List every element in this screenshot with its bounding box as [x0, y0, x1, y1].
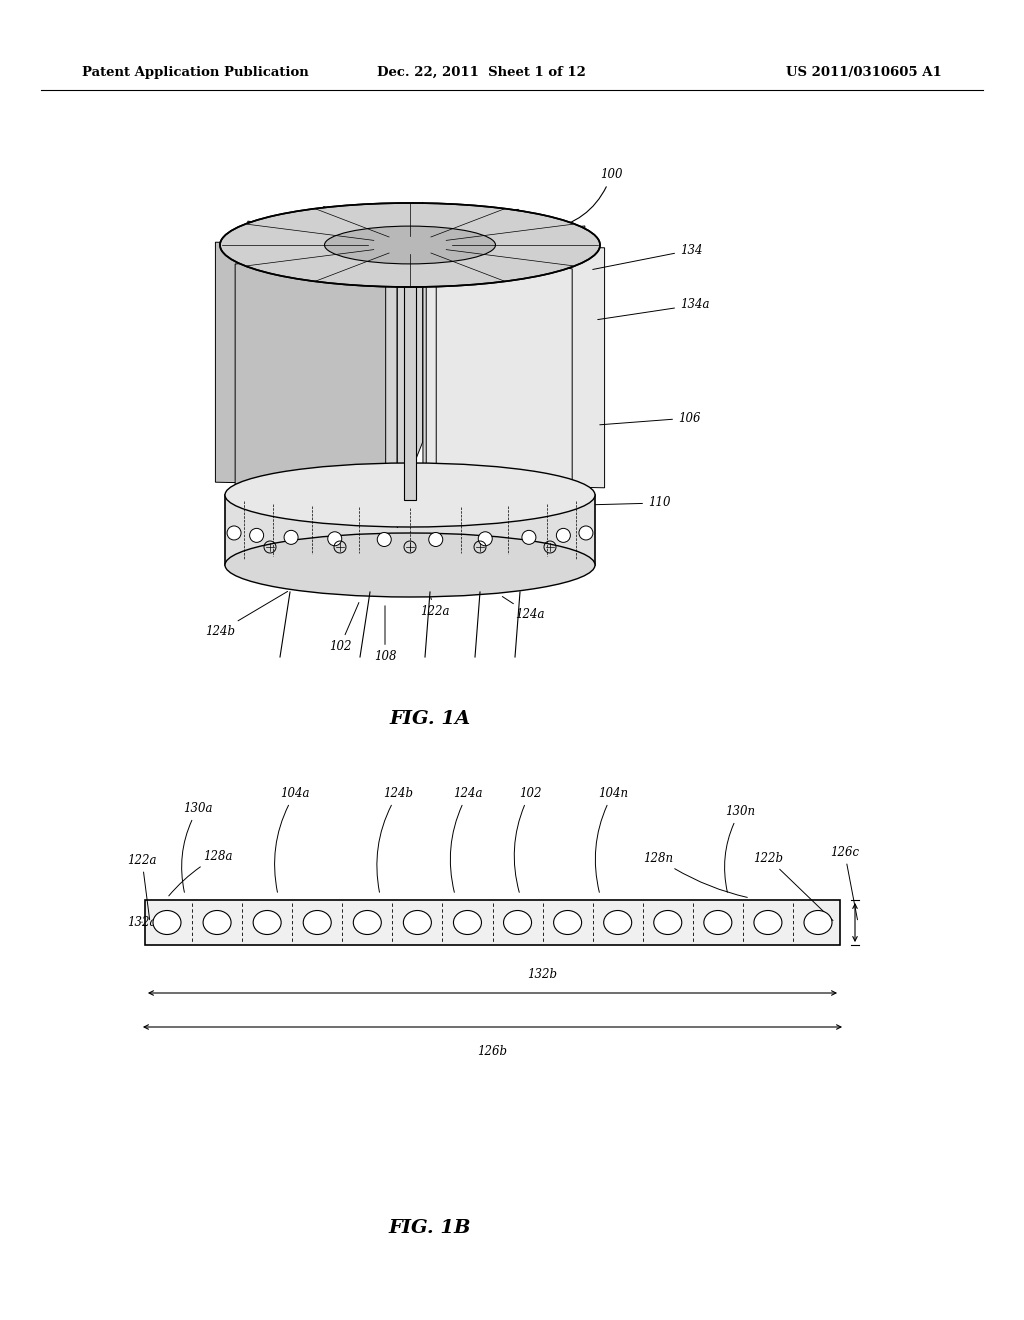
- Text: 134a: 134a: [598, 298, 710, 319]
- Polygon shape: [404, 235, 416, 500]
- Polygon shape: [225, 495, 595, 565]
- Text: 104n: 104n: [475, 508, 505, 521]
- Circle shape: [377, 532, 391, 546]
- Text: 124a: 124a: [503, 597, 545, 620]
- Text: Patent Application Publication: Patent Application Publication: [82, 66, 308, 79]
- Text: 128a: 128a: [169, 850, 232, 896]
- Ellipse shape: [804, 911, 831, 935]
- Circle shape: [250, 528, 263, 543]
- Text: 132b: 132b: [527, 968, 557, 981]
- Text: 126a: 126a: [545, 483, 574, 503]
- Ellipse shape: [653, 911, 682, 935]
- Circle shape: [556, 528, 570, 543]
- Text: 134: 134: [593, 243, 702, 269]
- Ellipse shape: [303, 911, 331, 935]
- Polygon shape: [145, 900, 840, 945]
- Circle shape: [328, 532, 342, 545]
- Polygon shape: [397, 251, 412, 528]
- Text: 124a: 124a: [451, 787, 482, 892]
- Circle shape: [429, 532, 442, 546]
- Text: FIG. 1A: FIG. 1A: [389, 710, 471, 729]
- Text: 130a: 130a: [181, 803, 213, 892]
- Ellipse shape: [504, 911, 531, 935]
- Ellipse shape: [153, 911, 181, 935]
- Text: 128n: 128n: [643, 851, 748, 898]
- Text: 102: 102: [329, 602, 358, 653]
- Ellipse shape: [554, 911, 582, 935]
- Polygon shape: [248, 222, 384, 482]
- Text: US 2011/0310605 A1: US 2011/0310605 A1: [786, 66, 942, 79]
- Circle shape: [579, 525, 593, 540]
- Text: 104a: 104a: [274, 787, 309, 892]
- Text: 104a: 104a: [286, 512, 314, 525]
- Ellipse shape: [325, 226, 496, 264]
- Polygon shape: [409, 202, 423, 479]
- Polygon shape: [215, 242, 381, 486]
- Ellipse shape: [353, 911, 381, 935]
- Ellipse shape: [454, 911, 481, 935]
- Text: FIG. 1B: FIG. 1B: [389, 1218, 471, 1237]
- Text: 122b: 122b: [753, 851, 833, 920]
- Text: 100: 100: [548, 169, 623, 230]
- Text: 126b: 126b: [477, 1045, 508, 1059]
- Ellipse shape: [403, 911, 431, 935]
- Text: 126c: 126c: [830, 846, 859, 920]
- Circle shape: [284, 531, 298, 544]
- Ellipse shape: [253, 911, 282, 935]
- Polygon shape: [324, 206, 394, 479]
- Ellipse shape: [703, 911, 732, 935]
- Text: 106: 106: [600, 412, 700, 425]
- Polygon shape: [436, 248, 572, 510]
- Text: 130n: 130n: [725, 805, 755, 892]
- Text: 102: 102: [514, 787, 542, 892]
- Text: Dec. 22, 2011  Sheet 1 of 12: Dec. 22, 2011 Sheet 1 of 12: [377, 66, 586, 79]
- Ellipse shape: [203, 911, 231, 935]
- Text: 122b: 122b: [375, 508, 406, 521]
- Polygon shape: [439, 244, 604, 488]
- Ellipse shape: [220, 203, 600, 286]
- Text: 132a: 132a: [127, 916, 157, 928]
- Ellipse shape: [225, 463, 595, 527]
- Circle shape: [478, 532, 493, 545]
- Text: 122a: 122a: [127, 854, 157, 920]
- Circle shape: [227, 525, 241, 540]
- Ellipse shape: [604, 911, 632, 935]
- Polygon shape: [302, 251, 397, 521]
- Polygon shape: [236, 248, 386, 504]
- Ellipse shape: [225, 533, 595, 597]
- Text: 104n: 104n: [595, 787, 628, 892]
- Text: 124b: 124b: [377, 787, 413, 892]
- Circle shape: [522, 531, 536, 544]
- Text: 122a: 122a: [420, 598, 450, 618]
- Ellipse shape: [754, 911, 782, 935]
- Polygon shape: [423, 210, 518, 479]
- Text: 110: 110: [586, 496, 671, 510]
- Text: 124b: 124b: [205, 591, 288, 638]
- Text: 108: 108: [374, 606, 396, 663]
- Polygon shape: [434, 226, 585, 482]
- Polygon shape: [426, 251, 497, 524]
